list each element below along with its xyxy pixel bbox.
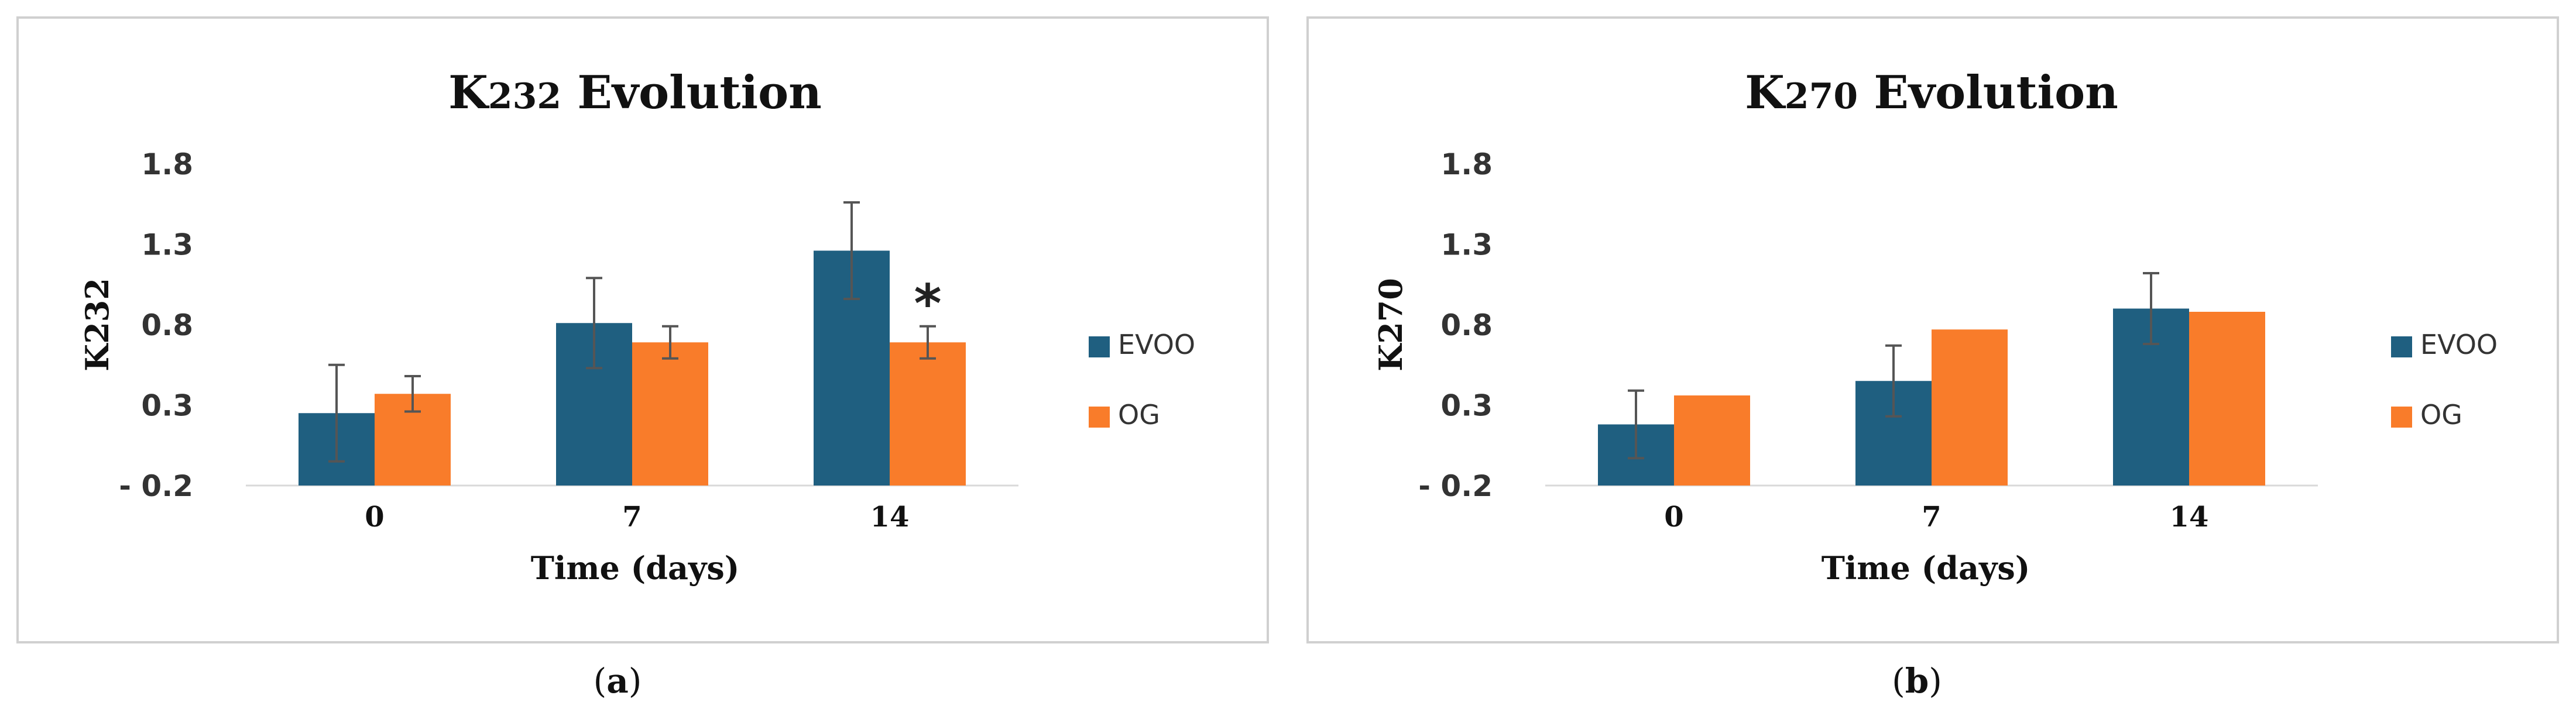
chart-title-sub: 232 (488, 76, 561, 117)
chart-title-main: K (448, 66, 490, 119)
bar-og-14 (890, 342, 966, 486)
chart-title-rest: Evolution (1858, 66, 2118, 119)
legend-label-og: OG (2420, 399, 2462, 431)
legend-label-evoo: EVOO (2420, 329, 2498, 360)
chart-title: K232 Evolution (448, 66, 822, 119)
x-axis-title: Time (days) (531, 549, 740, 587)
bar-og-0 (1674, 395, 1750, 486)
x-tick-label: 7 (1922, 501, 1941, 533)
chart-panel-a (16, 16, 1269, 643)
bar-og-14 (2189, 312, 2265, 486)
legend-swatch-og (2391, 407, 2412, 428)
y-tick-label: 1.8 (1440, 147, 1493, 181)
chart-title-main: K (1745, 66, 1786, 119)
y-axis-title: K270 (1372, 278, 1409, 371)
y-tick-label: 0.8 (141, 308, 193, 342)
y-tick-label: 1.3 (1440, 228, 1493, 262)
legend-swatch-evoo (1089, 336, 1110, 357)
x-tick-label: 14 (870, 501, 910, 533)
x-tick-label: 7 (622, 501, 642, 533)
x-tick-label: 0 (1664, 501, 1683, 533)
x-tick-label: 0 (365, 501, 384, 533)
chart-title-sub: 270 (1785, 76, 1858, 117)
caption-b: (b) (1892, 661, 1942, 701)
bar-og-7 (632, 342, 708, 486)
y-tick-label: 0.3 (141, 389, 193, 423)
legend-label-evoo: EVOO (1118, 329, 1195, 360)
significance-marker: * (914, 273, 941, 335)
chart-title-rest: Evolution (561, 66, 822, 119)
bar-og-7 (1932, 329, 2008, 486)
x-axis-title: Time (days) (1822, 549, 2030, 587)
y-axis-title: K232 (78, 278, 116, 371)
y-tick-label: - 0.2 (119, 469, 193, 503)
legend-swatch-evoo (2391, 336, 2412, 357)
caption-a: (a) (593, 661, 642, 701)
legend-label-og: OG (1118, 399, 1160, 431)
y-tick-label: 1.3 (141, 228, 193, 262)
chart-title: K270 Evolution (1745, 66, 2118, 119)
y-tick-label: 0.8 (1440, 308, 1493, 342)
y-tick-label: 0.3 (1440, 389, 1493, 423)
legend-swatch-og (1089, 407, 1110, 428)
y-tick-label: 1.8 (141, 147, 193, 181)
y-tick-label: - 0.2 (1418, 469, 1493, 503)
x-tick-label: 14 (2170, 501, 2209, 533)
